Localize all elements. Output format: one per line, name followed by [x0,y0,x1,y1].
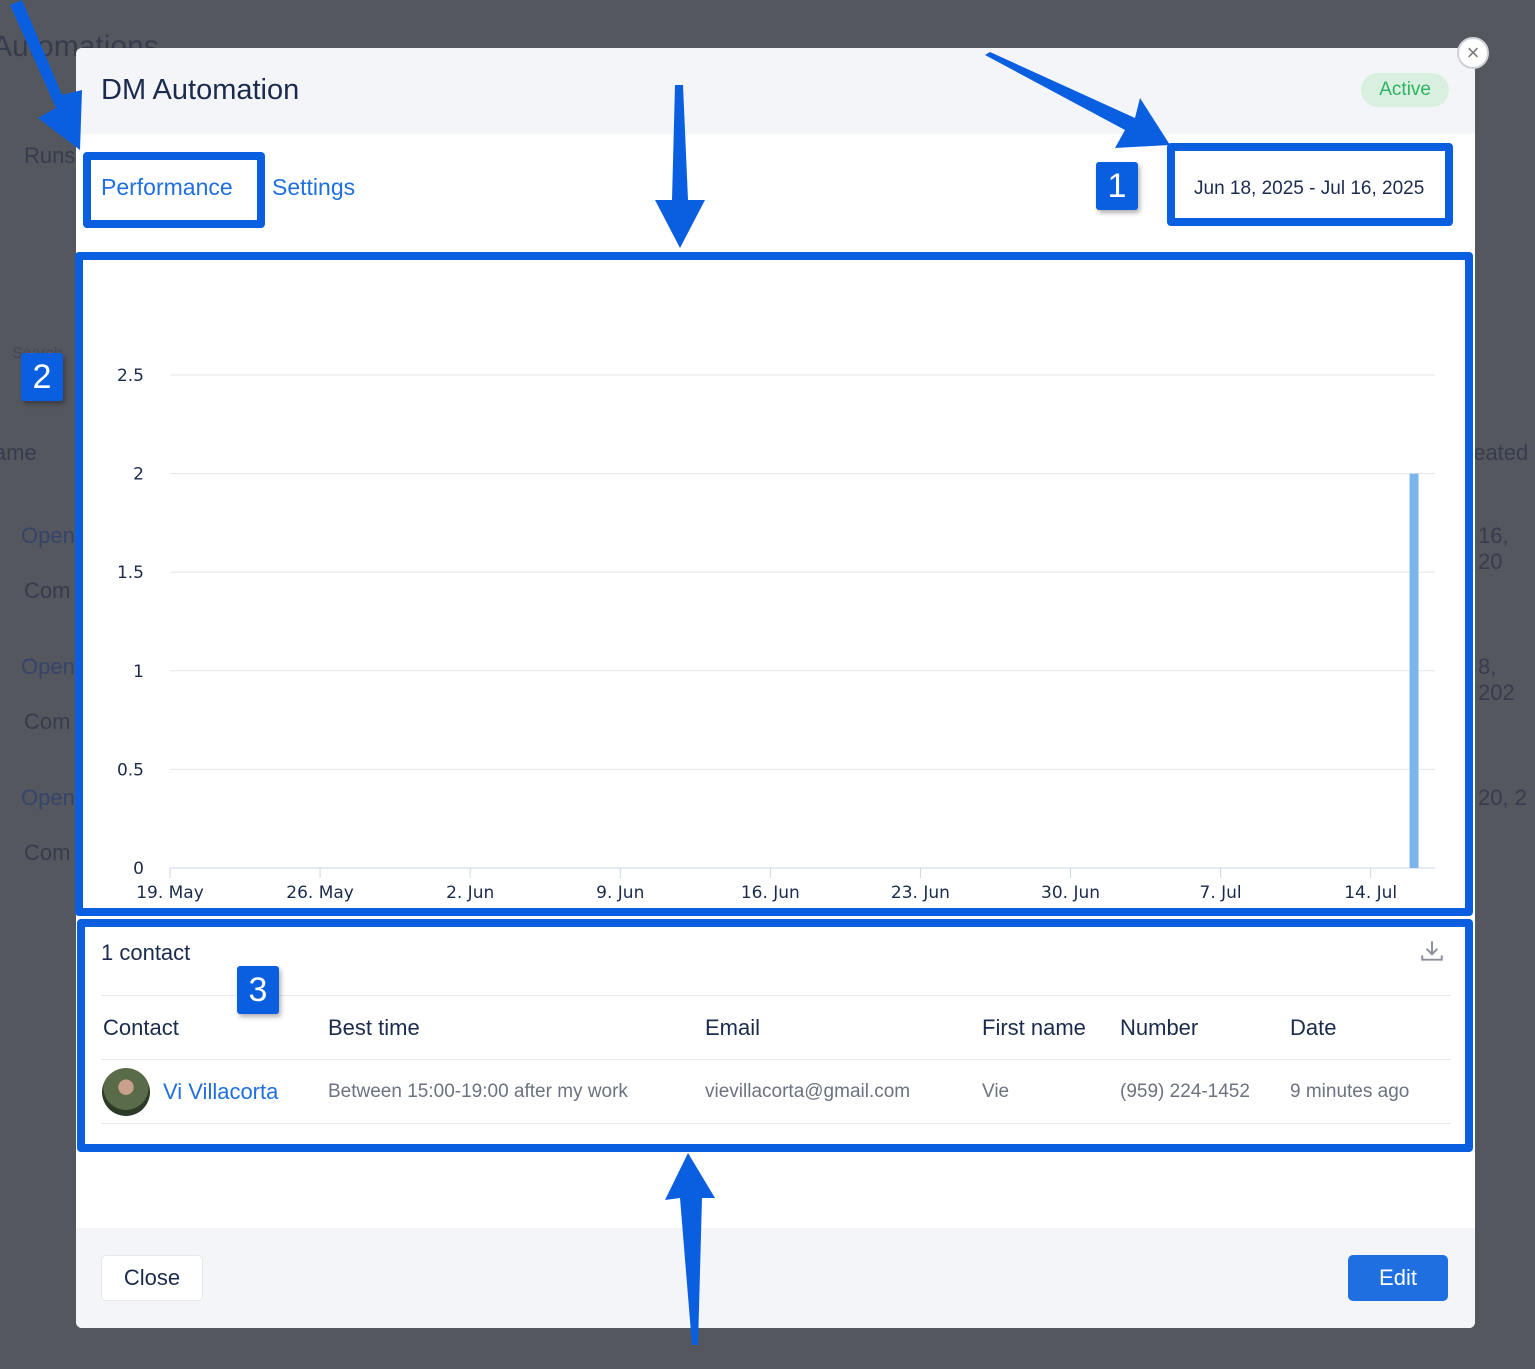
date-range-picker[interactable]: Jun 18, 2025 - Jul 16, 2025 [1194,178,1425,199]
y-tick-label: 0 [133,859,144,879]
x-tick-label: 14. Jul [1344,883,1397,903]
arrow-icon [10,0,82,150]
status-badge: Active [1361,73,1449,107]
y-tick-label: 1.5 [117,563,144,583]
modal-header: DM Automation Active [76,48,1475,134]
y-tick-label: 2 [133,465,144,485]
x-tick-label: 2. Jun [446,883,494,903]
y-tick-label: 1 [133,662,144,682]
edit-button[interactable]: Edit [1348,1255,1448,1301]
col-date: Date [1290,1014,1337,1040]
x-tick-label: 19. May [136,883,204,903]
background-row-name: Open [21,523,75,548]
table-header: Contact Best time Email First name Numbe… [101,995,1451,1059]
x-tick-label: 16. Jun [741,883,800,903]
x-tick-label: 9. Jun [596,883,644,903]
col-email: Email [705,1014,761,1040]
best-time-cell: Between 15:00-19:00 after my work [328,1080,628,1102]
col-contact: Contact [103,1014,179,1040]
contact-count: 1 contact [101,940,191,965]
close-icon[interactable]: × [1457,37,1489,69]
y-tick-label: 0.5 [117,760,144,780]
date-cell: 9 minutes ago [1290,1080,1410,1102]
background-row-sub: Com [24,840,71,865]
contact-name-link[interactable]: Vi Villacorta [163,1078,279,1104]
background-row-date: 8, 202 [1478,654,1515,705]
annotation-label: 2 [21,353,63,401]
background-row-sub: Com [24,709,71,734]
tab-performance[interactable]: Performance [101,174,233,200]
number-cell: (959) 224-1452 [1120,1080,1250,1102]
background-row-sub: Com [24,578,71,603]
close-button[interactable]: Close [101,1255,203,1301]
col-first-name: First name [982,1014,1086,1040]
bar-actions [1409,473,1419,868]
performance-chart: 0 0.5 1 1.5 2 2.5 19. May 26. May 2. Jun 9. Jun 16… [117,366,1435,903]
background-row-date: 20, 2 [1478,785,1527,810]
col-number: Number [1120,1014,1199,1040]
background-col-name: Name [0,440,37,465]
annotation-label: 3 [237,966,279,1014]
background-row-name: Open [21,654,75,679]
annotation-box-chart [75,252,1473,916]
dm-automation-modal: DM Automation Active Performance Setting… [76,48,1475,1328]
background-row-date: 16, 20 [1478,523,1509,574]
annotation-label: 1 [1096,162,1138,210]
y-tick-label: 2.5 [117,366,144,386]
download-icon[interactable] [1419,938,1445,964]
x-tick-label: 30. Jun [1041,883,1100,903]
avatar [102,1067,150,1116]
background-row-name: Open [21,785,75,810]
background-tab-runs: Runs [24,143,76,168]
col-best-time: Best time [328,1014,420,1040]
table-row[interactable]: Vi Villacorta Between 15:00-19:00 after … [101,1059,1451,1124]
tab-settings[interactable]: Settings [272,174,356,200]
x-tick-label: 26. May [286,883,354,903]
modal-title: DM Automation [101,74,300,106]
annotation-box-date-range [1167,143,1453,226]
email-cell: vievillacorta@gmail.com [705,1080,911,1102]
x-tick-label: 7. Jul [1200,883,1242,903]
first-name-cell: Vie [982,1080,1010,1102]
annotation-box-tab [83,152,265,228]
annotation-box-table [77,919,1473,1152]
modal-footer: Close Edit [76,1228,1475,1328]
x-tick-label: 23. Jun [891,883,950,903]
